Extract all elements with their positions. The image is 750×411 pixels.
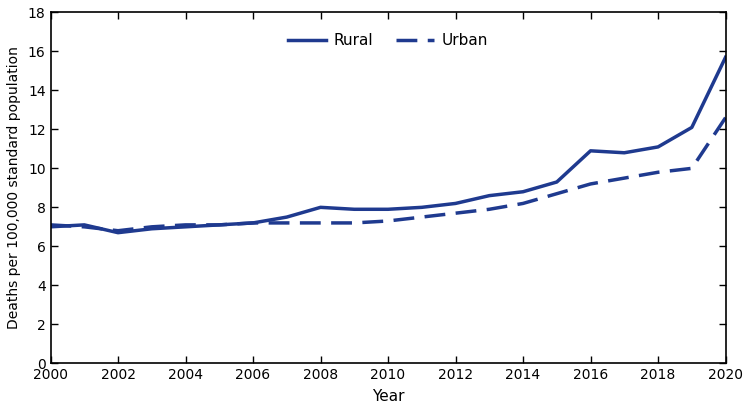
Rural [687, 125, 696, 130]
Urban [451, 211, 460, 216]
Rural [383, 207, 392, 212]
Y-axis label: Deaths per 100,000 standard population: Deaths per 100,000 standard population [7, 46, 21, 329]
Urban [552, 191, 561, 196]
Rural [653, 144, 662, 149]
Urban [147, 224, 156, 229]
X-axis label: Year: Year [372, 389, 404, 404]
Rural [518, 189, 527, 194]
Urban [721, 115, 730, 120]
Urban [350, 220, 358, 225]
Rural [147, 226, 156, 231]
Urban [586, 182, 595, 187]
Rural [46, 224, 55, 229]
Urban [417, 215, 426, 219]
Urban [620, 175, 628, 180]
Rural [113, 230, 122, 235]
Rural [586, 148, 595, 153]
Rural [316, 205, 325, 210]
Urban [687, 166, 696, 171]
Urban [113, 228, 122, 233]
Rural [552, 180, 561, 185]
Urban [214, 222, 223, 227]
Urban [383, 219, 392, 224]
Rural [282, 215, 291, 219]
Rural [181, 224, 190, 229]
Urban [181, 222, 190, 227]
Urban [316, 220, 325, 225]
Rural [417, 205, 426, 210]
Rural [214, 222, 223, 227]
Urban [518, 201, 527, 206]
Rural [451, 201, 460, 206]
Rural [80, 222, 88, 227]
Urban [80, 224, 88, 229]
Urban [484, 207, 494, 212]
Rural [248, 220, 257, 225]
Urban [46, 222, 55, 227]
Rural [620, 150, 628, 155]
Urban [248, 220, 257, 225]
Rural [350, 207, 358, 212]
Line: Rural: Rural [50, 57, 725, 233]
Legend: Rural, Urban: Rural, Urban [282, 27, 494, 54]
Line: Urban: Urban [50, 118, 725, 231]
Urban [282, 220, 291, 225]
Urban [653, 170, 662, 175]
Rural [484, 193, 494, 198]
Rural [721, 55, 730, 60]
